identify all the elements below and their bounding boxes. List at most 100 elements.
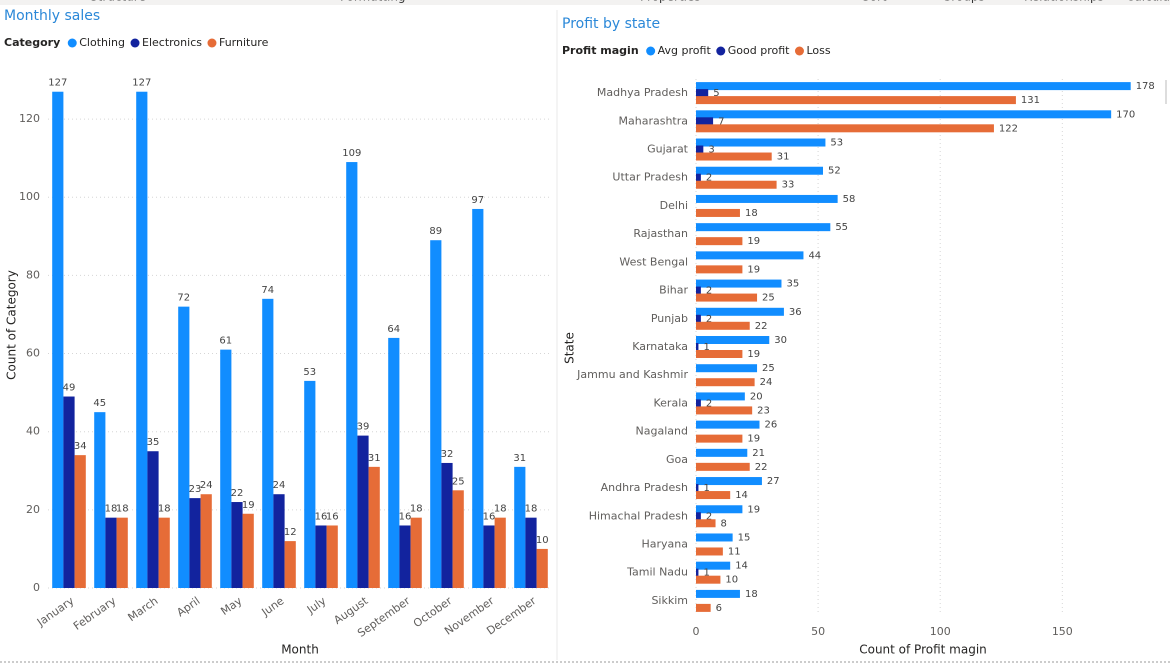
y-tick-label: Uttar Pradesh bbox=[612, 171, 688, 184]
data-label: 127 bbox=[48, 78, 67, 89]
ribbon-tab: Groups bbox=[942, 0, 985, 4]
bar bbox=[200, 494, 212, 588]
legend-label: Good profit bbox=[728, 44, 790, 57]
bar bbox=[696, 321, 750, 330]
y-tick-label: Sikkim bbox=[651, 594, 688, 607]
data-label: 18 bbox=[158, 504, 171, 515]
bar bbox=[696, 110, 1112, 119]
bar bbox=[483, 525, 495, 588]
bar bbox=[189, 498, 201, 588]
bar bbox=[696, 406, 753, 415]
data-label: 22 bbox=[755, 321, 768, 332]
data-label: 72 bbox=[177, 293, 190, 304]
data-label: 18 bbox=[525, 504, 538, 515]
data-label: 31 bbox=[368, 453, 381, 464]
bar bbox=[696, 519, 716, 528]
data-label: 5 bbox=[713, 88, 719, 99]
y-tick-label: 100 bbox=[19, 190, 40, 203]
bar bbox=[696, 568, 699, 577]
y-tick-label: Madhya Pradesh bbox=[597, 86, 688, 99]
data-label: 25 bbox=[762, 363, 775, 374]
data-label: 18 bbox=[745, 589, 758, 600]
bar bbox=[472, 208, 484, 588]
data-label: 23 bbox=[757, 405, 770, 416]
bar bbox=[357, 435, 369, 588]
bar bbox=[231, 502, 243, 588]
data-label: 19 bbox=[242, 500, 255, 511]
x-tick-label: June bbox=[259, 594, 287, 619]
data-label: 36 bbox=[789, 307, 802, 318]
bar bbox=[696, 589, 740, 598]
y-tick-label: Delhi bbox=[660, 199, 688, 212]
bar bbox=[696, 208, 740, 217]
bar bbox=[158, 517, 170, 588]
bar bbox=[242, 513, 254, 588]
bar bbox=[696, 512, 701, 521]
data-label: 2 bbox=[706, 511, 712, 522]
data-label: 22 bbox=[231, 488, 244, 499]
ribbon-tab: Calculations bbox=[1126, 0, 1170, 4]
bar bbox=[696, 491, 731, 500]
y-tick-label: Karnataka bbox=[632, 340, 688, 353]
y-tick-label: Bihar bbox=[659, 284, 688, 297]
bar bbox=[696, 152, 772, 161]
bar bbox=[52, 91, 64, 588]
bar bbox=[116, 517, 128, 588]
data-label: 8 bbox=[721, 518, 727, 529]
data-label: 16 bbox=[483, 511, 496, 522]
bar bbox=[696, 194, 838, 203]
bar bbox=[696, 138, 826, 147]
bar bbox=[696, 364, 758, 373]
data-label: 74 bbox=[261, 285, 274, 296]
data-label: 31 bbox=[777, 152, 790, 163]
y-tick-label: Tamil Nadu bbox=[626, 566, 688, 579]
bar bbox=[696, 477, 762, 486]
data-label: 3 bbox=[708, 145, 714, 156]
data-label: 20 bbox=[750, 391, 763, 402]
data-label: 18 bbox=[745, 208, 758, 219]
y-tick-label: Haryana bbox=[642, 537, 689, 550]
bar bbox=[696, 350, 743, 358]
bar bbox=[696, 343, 699, 351]
data-label: 16 bbox=[399, 511, 412, 522]
y-tick-label: Rajasthan bbox=[633, 227, 688, 240]
bar bbox=[273, 494, 285, 588]
y-tick-label: 0 bbox=[33, 581, 40, 594]
x-tick-label: February bbox=[71, 594, 119, 633]
bar bbox=[696, 378, 755, 387]
chart-title: Monthly sales bbox=[4, 8, 100, 24]
bar bbox=[696, 251, 804, 260]
bar bbox=[696, 180, 777, 189]
data-label: 18 bbox=[410, 504, 423, 515]
bar bbox=[696, 399, 701, 408]
legend-marker bbox=[67, 38, 77, 48]
data-label: 19 bbox=[747, 349, 760, 360]
x-tick-label: 100 bbox=[930, 625, 951, 638]
bar bbox=[494, 517, 506, 588]
data-label: 24 bbox=[273, 480, 286, 491]
data-label: 19 bbox=[747, 236, 760, 247]
bar bbox=[696, 533, 733, 542]
data-label: 122 bbox=[999, 123, 1018, 134]
data-label: 2 bbox=[706, 286, 712, 297]
data-label: 19 bbox=[747, 264, 760, 275]
y-tick-label: 80 bbox=[26, 268, 40, 281]
bar bbox=[696, 166, 823, 175]
bar bbox=[262, 298, 274, 588]
ribbon-tab: Properties bbox=[640, 0, 701, 4]
data-label: 127 bbox=[132, 78, 151, 89]
x-tick-label: 150 bbox=[1052, 625, 1073, 638]
bar bbox=[696, 279, 782, 288]
legend-label: Electronics bbox=[142, 36, 202, 49]
data-label: 24 bbox=[200, 480, 213, 491]
data-label: 12 bbox=[284, 527, 297, 538]
bar bbox=[525, 517, 537, 588]
data-label: 52 bbox=[828, 166, 841, 177]
y-tick-label: Kerala bbox=[654, 396, 689, 409]
bar bbox=[696, 265, 743, 274]
x-axis-title: Month bbox=[281, 643, 319, 657]
bar bbox=[696, 124, 994, 133]
data-label: 27 bbox=[767, 476, 780, 487]
bar bbox=[284, 541, 296, 588]
